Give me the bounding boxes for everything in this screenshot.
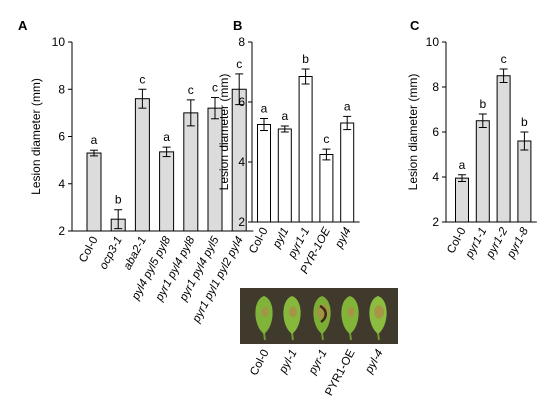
leaf-lesion-damage: [319, 304, 327, 324]
significance-letter: c: [323, 132, 329, 146]
bar: [257, 124, 271, 223]
category-label: Col-0: [77, 235, 100, 265]
y-tick-label: 8: [432, 80, 439, 94]
y-tick-label: 6: [58, 130, 65, 144]
y-tick-label: 10: [426, 35, 440, 49]
significance-letter: c: [188, 83, 194, 97]
y-axis-label: Lesion diameter (mm): [406, 74, 420, 191]
bar: [340, 122, 355, 223]
y-axis-label: Lesion diameter (mm): [217, 74, 231, 191]
leaf: [313, 296, 331, 341]
significance-letter: a: [344, 99, 351, 113]
bar: [183, 112, 199, 232]
leaf-petiole: [263, 332, 266, 341]
bar: [319, 154, 334, 223]
significance-letter: c: [212, 81, 218, 95]
y-tick-label: 10: [52, 35, 66, 49]
significance-letter: b: [521, 115, 528, 129]
bar: [277, 128, 292, 223]
photo-label: pyl-1: [277, 348, 300, 377]
leaf: [255, 296, 273, 341]
y-tick-label: 2: [432, 215, 439, 229]
leaf-petiole: [291, 332, 294, 341]
category-label: pyl4: [333, 226, 354, 251]
bar: [86, 152, 102, 232]
y-tick-label: 8: [238, 35, 245, 49]
significance-letter: a: [459, 158, 466, 172]
panel-letter: B: [233, 18, 242, 33]
category-label: pyl1: [270, 226, 291, 251]
bar: [159, 151, 175, 232]
leaf-lesion: [374, 305, 384, 319]
significance-letter: c: [139, 72, 145, 86]
leaf-lesion: [347, 307, 355, 317]
significance-letter: b: [115, 193, 122, 207]
leaf: [283, 296, 301, 341]
bar: [475, 120, 490, 223]
y-tick-label: 6: [432, 125, 439, 139]
significance-letter: a: [91, 133, 98, 147]
bar: [455, 177, 469, 223]
significance-letter: c: [501, 52, 507, 66]
significance-letter: b: [302, 52, 309, 66]
y-tick-label: 2: [238, 215, 245, 229]
significance-letter: b: [479, 97, 486, 111]
y-tick-label: 8: [58, 82, 65, 96]
y-tick-label: 2: [58, 224, 65, 238]
category-label: Col-0: [247, 226, 270, 256]
y-tick-label: 6: [238, 95, 245, 109]
leaf-petiole: [349, 332, 352, 341]
bar: [517, 140, 532, 223]
bar: [134, 98, 150, 232]
leaf: [341, 296, 359, 341]
y-tick-label: 4: [58, 177, 65, 191]
y-tick-label: 4: [238, 155, 245, 169]
leaf-petiole: [377, 332, 380, 341]
significance-letter: a: [163, 130, 170, 144]
leaf: [369, 296, 387, 341]
bar: [496, 75, 511, 223]
photo-label: Col-0: [248, 348, 271, 378]
photo-label: pyl-4: [363, 348, 386, 377]
bar: [298, 76, 313, 223]
y-axis-label: Lesion diameter (mm): [29, 78, 43, 195]
leaf-lesion: [261, 307, 269, 317]
significance-letter: c: [236, 57, 242, 71]
panel-letter: A: [18, 18, 28, 33]
y-tick-label: 4: [432, 170, 439, 184]
leaf-lesion: [289, 306, 297, 318]
significance-letter: a: [281, 109, 288, 123]
leaf-petiole: [321, 332, 324, 341]
panel-letter: C: [410, 18, 420, 33]
significance-letter: a: [261, 102, 268, 116]
photo-label: pyr-1: [306, 348, 329, 377]
